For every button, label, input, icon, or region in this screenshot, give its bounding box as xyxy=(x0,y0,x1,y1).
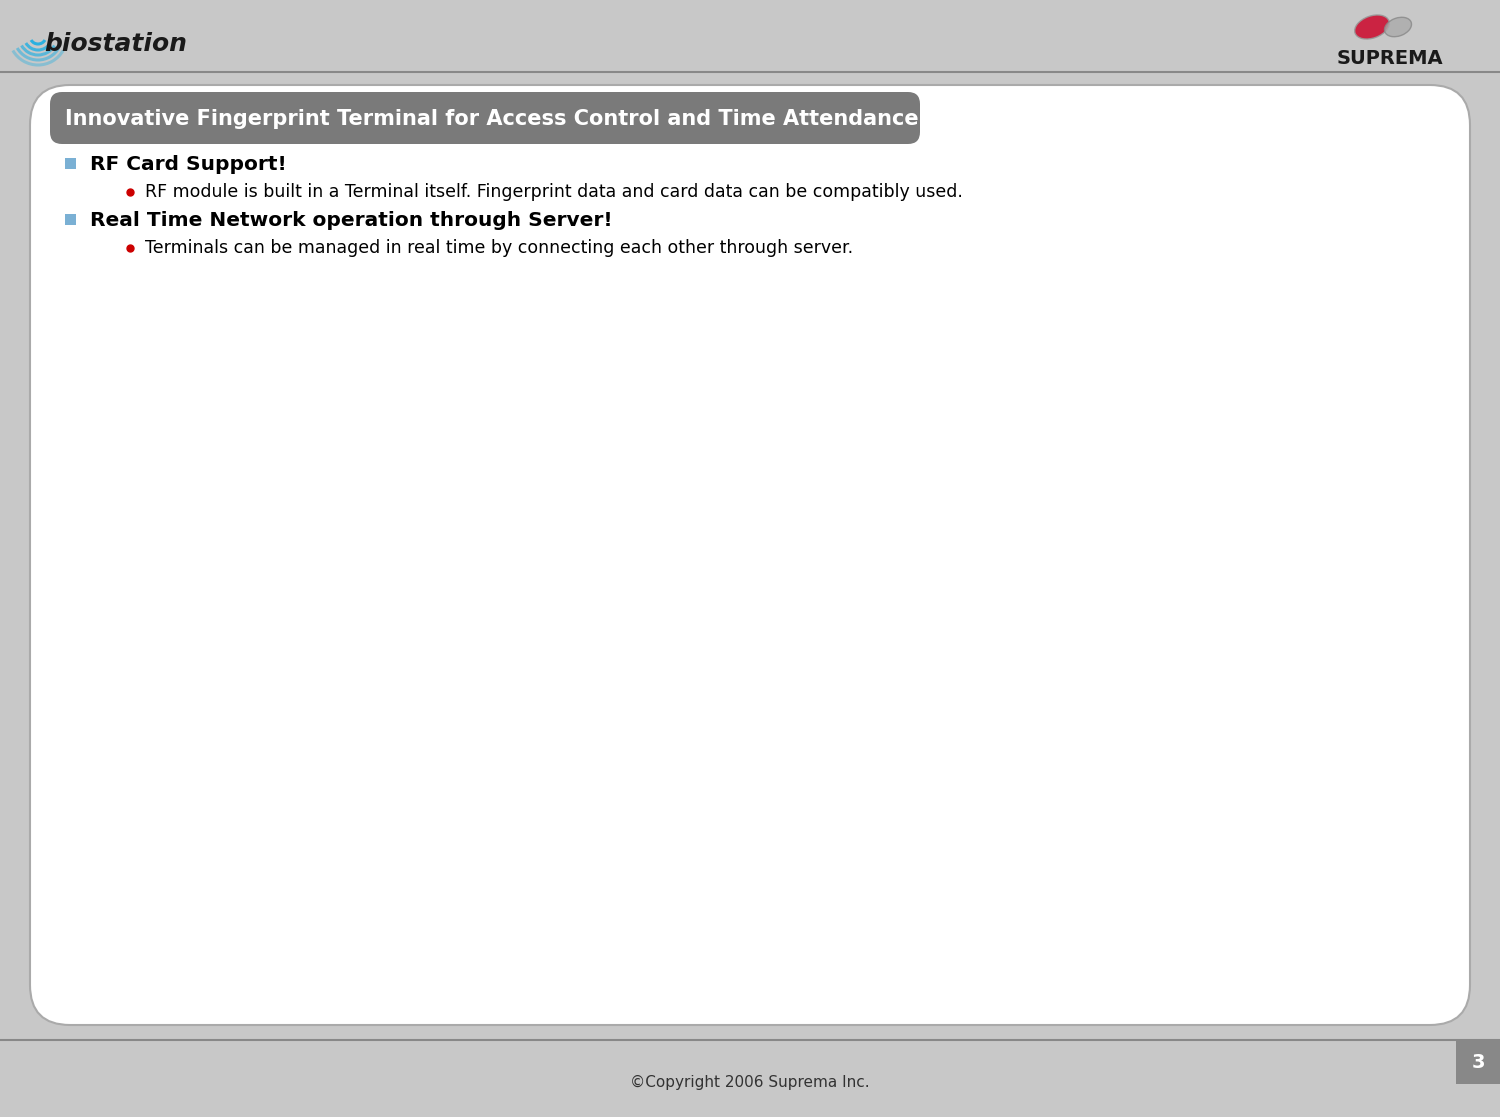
Text: 3: 3 xyxy=(1472,1053,1485,1072)
Ellipse shape xyxy=(1354,15,1389,39)
Text: biostation: biostation xyxy=(44,32,188,56)
Bar xyxy=(64,214,76,225)
Text: Innovative Fingerprint Terminal for Access Control and Time Attendance: Innovative Fingerprint Terminal for Acce… xyxy=(64,109,918,128)
Text: ©Copyright 2006 Suprema Inc.: ©Copyright 2006 Suprema Inc. xyxy=(630,1075,870,1089)
Text: RF Card Support!: RF Card Support! xyxy=(90,154,286,173)
FancyBboxPatch shape xyxy=(1456,1040,1500,1083)
Text: SUPREMA: SUPREMA xyxy=(1336,48,1443,67)
Bar xyxy=(64,157,76,169)
FancyBboxPatch shape xyxy=(0,1040,1500,1117)
Ellipse shape xyxy=(1384,17,1411,37)
Text: Real Time Network operation through Server!: Real Time Network operation through Serv… xyxy=(90,210,612,229)
FancyBboxPatch shape xyxy=(50,92,919,144)
Text: RF module is built in a Terminal itself. Fingerprint data and card data can be c: RF module is built in a Terminal itself.… xyxy=(146,183,963,201)
FancyBboxPatch shape xyxy=(30,85,1470,1025)
FancyBboxPatch shape xyxy=(0,0,1500,71)
Text: Terminals can be managed in real time by connecting each other through server.: Terminals can be managed in real time by… xyxy=(146,239,854,257)
